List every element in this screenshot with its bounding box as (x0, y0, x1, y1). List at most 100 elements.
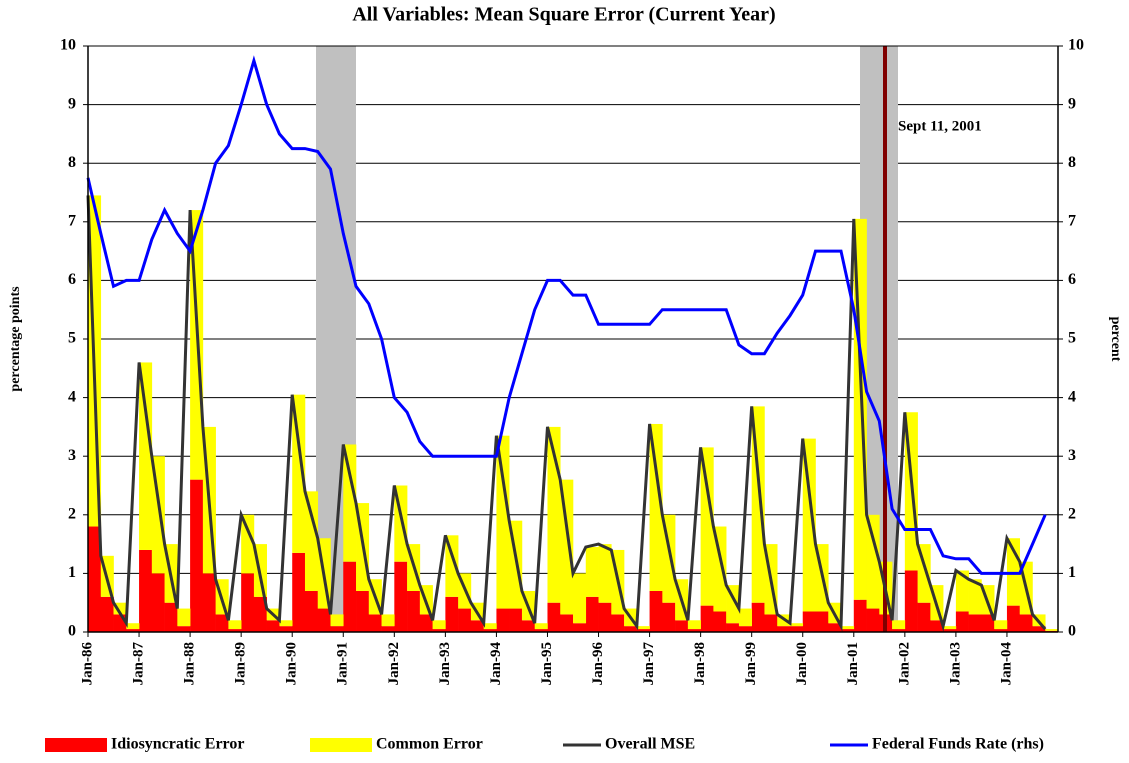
bar (164, 602, 178, 632)
bar (432, 620, 446, 630)
bar (738, 626, 752, 632)
bar (343, 444, 357, 562)
bar (126, 629, 140, 632)
bar (777, 626, 791, 632)
bar (726, 623, 740, 632)
bar (496, 608, 510, 632)
bar (789, 626, 804, 632)
bar (445, 535, 459, 597)
bar (802, 611, 816, 632)
bar (381, 614, 395, 627)
y-tick-label: 5 (68, 330, 76, 347)
bar (598, 602, 612, 632)
bar (470, 620, 484, 632)
chart-title: All Variables: Mean Square Error (Curren… (352, 4, 775, 26)
bar (802, 438, 816, 612)
bar (266, 620, 280, 632)
bar (190, 479, 204, 632)
x-tick-label: Jan-88 (182, 642, 198, 685)
bar (1032, 626, 1046, 632)
x-tick-label: Jan-91 (335, 642, 351, 685)
bar (764, 614, 778, 632)
x-tick-label: Jan-03 (947, 642, 963, 685)
y-tick-label: 3 (68, 447, 76, 464)
legend-swatch (310, 738, 372, 752)
bar (432, 629, 446, 632)
bar (509, 608, 523, 632)
bar (330, 626, 344, 632)
bar (649, 590, 663, 632)
bar (981, 614, 995, 632)
bar (394, 561, 408, 632)
bar (521, 620, 536, 632)
bar (573, 573, 587, 624)
bar (458, 608, 472, 632)
bar (892, 629, 906, 632)
bar (330, 614, 344, 627)
bar (407, 590, 421, 632)
bar (1045, 629, 1059, 631)
x-tick-label: Jan-89 (233, 642, 249, 685)
bar (1006, 605, 1021, 632)
bar (955, 570, 969, 612)
bar (279, 626, 293, 632)
legend-label: Federal Funds Rate (rhs) (872, 736, 1044, 753)
bar (496, 435, 510, 609)
x-tick-label: Jan-98 (692, 642, 708, 685)
x-tick-label: Jan-92 (386, 642, 402, 685)
x-tick-label: Jan-01 (845, 642, 861, 685)
bar (700, 447, 714, 606)
bar (126, 623, 140, 630)
y2-tick-label: 7 (1068, 212, 1076, 229)
bar (228, 620, 242, 630)
bar (636, 626, 650, 630)
bar (304, 491, 319, 591)
y-tick-label: 10 (60, 37, 76, 54)
y2-tick-label: 6 (1068, 271, 1076, 288)
bar (649, 423, 663, 591)
legend-label: Overall MSE (605, 736, 695, 753)
bar (279, 620, 293, 627)
bar (611, 614, 625, 632)
line (86, 195, 1047, 632)
bar (215, 614, 229, 632)
bar (968, 614, 982, 632)
bar (139, 362, 153, 550)
y2-tick-label: 9 (1068, 95, 1076, 112)
bar (573, 623, 587, 632)
y2-axis-label: percent (1108, 317, 1123, 362)
bar (994, 629, 1008, 632)
bar (483, 629, 497, 632)
bar (177, 626, 191, 632)
bar (585, 596, 599, 632)
bar (585, 547, 599, 597)
bar (253, 596, 267, 632)
bar (828, 623, 842, 632)
bar (904, 570, 918, 632)
bar (88, 526, 102, 632)
bar (955, 611, 969, 632)
bar (789, 623, 804, 627)
x-tick-label: Jan-90 (284, 642, 300, 685)
y-tick-label: 7 (68, 212, 76, 229)
bar (381, 626, 395, 632)
bar (560, 614, 574, 632)
legend-swatch (45, 738, 107, 752)
bar (139, 549, 153, 632)
bar (892, 620, 906, 630)
bar (113, 602, 127, 615)
y2-tick-label: 0 (1068, 623, 1076, 640)
bar (368, 614, 382, 632)
bar (445, 596, 459, 632)
bar (726, 585, 740, 624)
bar (598, 544, 612, 603)
x-tick-label: Jan-97 (641, 642, 657, 686)
bar (968, 579, 982, 615)
x-tick-label: Jan-86 (79, 642, 95, 686)
legend-label: Common Error (376, 736, 483, 753)
y-tick-label: 1 (68, 564, 76, 581)
bar (202, 573, 216, 632)
bar (751, 602, 765, 632)
bar (866, 608, 880, 632)
